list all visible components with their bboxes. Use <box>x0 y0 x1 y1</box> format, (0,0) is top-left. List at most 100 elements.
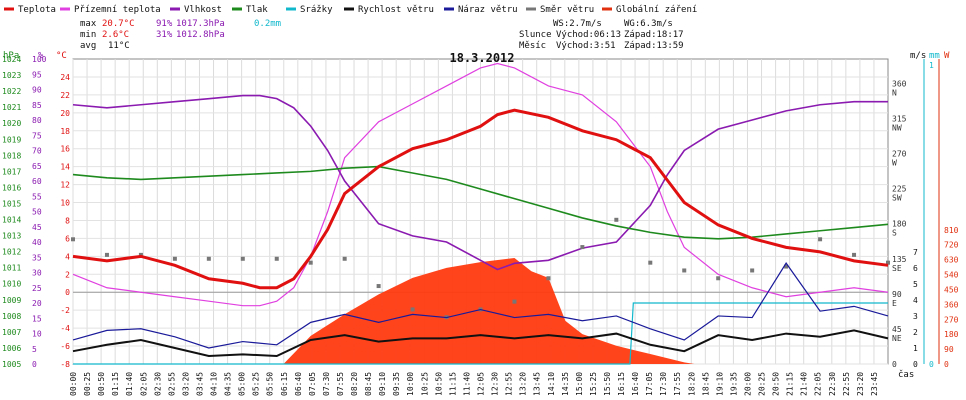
series-smer-vetru-point <box>240 256 245 261</box>
series-rychlost-vetru <box>72 329 889 358</box>
tick-label-winddir: 0 <box>892 360 897 369</box>
tick-label-winddir: 315 <box>892 114 907 123</box>
tick-label-winddir-name: N <box>892 88 897 97</box>
tick-label-pct: 60 <box>32 177 42 186</box>
tick-label-degc: 24 <box>60 73 70 82</box>
tick-label-winddir-name: E <box>892 299 897 308</box>
tick-label-winddir: 45 <box>892 325 902 334</box>
series-smer-vetru-point <box>376 284 381 289</box>
x-tick-label: 17:30 <box>659 372 668 396</box>
x-tick-label: 08:45 <box>364 372 373 396</box>
tick-label-degc: 2 <box>65 270 70 279</box>
tick-label-pct: 90 <box>32 86 42 95</box>
legend-label: Rychlost větru <box>358 5 434 15</box>
tick-label-hpa: 1012 <box>2 248 21 257</box>
tick-label-winddir: 180 <box>892 220 907 229</box>
tick-label-degc: 8 <box>65 216 70 225</box>
sun-set: Západ:18:17 <box>624 30 684 40</box>
stat-min-hum: 31% <box>156 30 173 40</box>
tick-label-degc: 20 <box>60 109 70 118</box>
tick-label-w: 630 <box>944 256 959 265</box>
tick-label-hpa: 1016 <box>2 183 21 192</box>
series-vlhkost <box>72 94 888 271</box>
tick-label-hpa: 1008 <box>2 312 21 321</box>
legend-label: Tlak <box>246 5 268 15</box>
tick-label-winddir-name: NW <box>892 123 902 132</box>
wind-wg: WG:6.3m/s <box>624 19 673 29</box>
stat-avg-temp: 11°C <box>108 41 130 51</box>
tick-label-hpa: 1021 <box>2 103 21 112</box>
stat-max-rain: 0.2mm <box>254 19 281 29</box>
stat-avg-label: avg <box>80 41 96 51</box>
tick-label-degc: 6 <box>65 234 70 243</box>
tick-label-pct: 0 <box>32 360 37 369</box>
axis-header-pct: % <box>38 51 44 61</box>
x-tick-label: 20:50 <box>772 372 781 396</box>
series-smer-vetru-point <box>308 260 313 265</box>
x-tick-label: 13:20 <box>519 372 528 396</box>
x-tick-label: 02:30 <box>153 372 162 396</box>
tick-label-ms: 3 <box>913 312 918 321</box>
tick-label-degc: 4 <box>65 252 70 261</box>
x-tick-label: 02:55 <box>167 372 176 396</box>
x-tick-label: 05:50 <box>266 372 275 396</box>
x-tick-label: 00:50 <box>97 372 106 396</box>
x-tick-label: 10:00 <box>406 372 415 396</box>
x-tick-label: 00:00 <box>69 372 78 396</box>
tick-label-degc: 22 <box>60 91 70 100</box>
tick-label-winddir: 270 <box>892 150 907 159</box>
tick-label-degc: 14 <box>60 163 70 172</box>
tick-label-degc: -8 <box>60 360 70 369</box>
tick-label-pct: 15 <box>32 314 42 323</box>
tick-label-hpa: 1017 <box>2 167 21 176</box>
wind-ws: WS:2.7m/s <box>553 19 602 29</box>
ticks-layer: 1005100610071008100910101011101210131014… <box>2 55 959 396</box>
tick-label-hpa: 1023 <box>2 71 21 80</box>
tick-label-degc: -2 <box>60 306 70 315</box>
tick-label-mm: 0 <box>929 360 934 369</box>
tick-label-pct: 20 <box>32 299 42 308</box>
x-tick-label: 23:45 <box>870 372 879 396</box>
x-tick-label: 11:15 <box>448 372 457 396</box>
tick-label-hpa: 1022 <box>2 87 21 96</box>
series-prizemni-teplota <box>72 62 889 307</box>
x-tick-label: 01:15 <box>111 372 120 396</box>
tick-label-degc: 0 <box>65 288 70 297</box>
tick-label-hpa: 1010 <box>2 280 21 289</box>
chart-title: 18.3.2012 <box>449 51 514 65</box>
tick-label-pct: 100 <box>32 55 47 64</box>
x-tick-label: 22:30 <box>828 372 837 396</box>
x-tick-label: 03:45 <box>195 372 204 396</box>
tick-label-degc: 18 <box>60 127 70 136</box>
tick-label-pct: 65 <box>32 162 42 171</box>
tick-label-hpa: 1024 <box>2 55 21 64</box>
tick-label-winddir-name: NE <box>892 334 902 343</box>
axis-header-w: W <box>944 51 950 61</box>
tick-label-w: 540 <box>944 271 959 280</box>
series-smer-vetru-point <box>784 264 789 269</box>
tick-label-winddir: 360 <box>892 79 907 88</box>
tick-label-hpa: 1019 <box>2 135 21 144</box>
legend-label: Náraz větru <box>458 5 518 15</box>
x-tick-label: 22:55 <box>842 372 851 396</box>
tick-label-pct: 75 <box>32 131 42 140</box>
x-tick-label: 20:00 <box>743 372 752 396</box>
tick-label-pct: 70 <box>32 147 42 156</box>
x-tick-label: 11:40 <box>462 372 471 396</box>
stats-block: max 20.7°C 91% 1017.3hPa 0.2mm min 2.6°C… <box>80 19 281 51</box>
grid <box>72 59 888 365</box>
tick-label-w: 180 <box>944 330 959 339</box>
tick-label-degc: 10 <box>60 199 70 208</box>
x-tick-label: 15:00 <box>575 372 584 396</box>
x-tick-label: 18:20 <box>687 372 696 396</box>
legend-label: Přízemní teplota <box>74 5 161 15</box>
x-tick-label: 00:25 <box>83 372 92 396</box>
tick-label-hpa: 1020 <box>2 119 21 128</box>
x-tick-label: 02:05 <box>139 372 148 396</box>
series-smer-vetru-point <box>512 299 517 304</box>
series-teplota <box>72 108 889 290</box>
x-tick-label: 21:40 <box>800 372 809 396</box>
series-smer-vetru-point <box>818 237 823 242</box>
series-smer-vetru-point <box>71 237 75 242</box>
